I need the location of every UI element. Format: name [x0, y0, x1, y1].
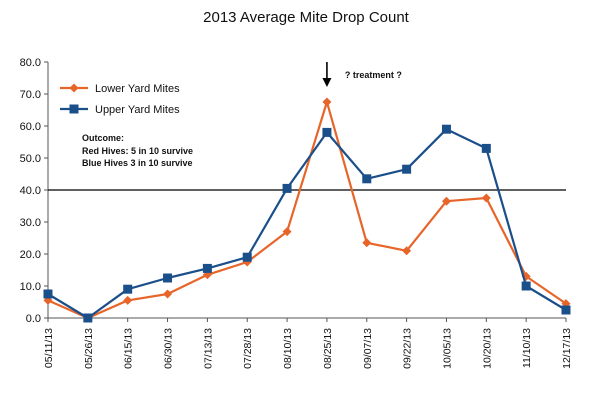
upper-yard-mites-point — [322, 127, 332, 137]
x-tick-label: 10/05/13 — [441, 328, 453, 369]
x-tick-label: 09/07/13 — [362, 328, 374, 369]
upper-yard-mites-point — [123, 284, 133, 294]
lower-yard-mites-point — [362, 238, 372, 248]
series-group — [43, 97, 571, 323]
x-tick-label: 07/28/13 — [242, 328, 254, 369]
y-tick-label: 80.0 — [20, 57, 41, 69]
treatment-annotation: ? treatment ? — [345, 70, 402, 80]
upper-yard-mites-point — [481, 143, 491, 153]
y-tick-label: 60.0 — [20, 121, 41, 133]
upper-yard-mites-point — [561, 305, 571, 315]
legend-lower-yard-mites-marker — [69, 83, 79, 93]
legend: Lower Yard Mites Upper Yard Mites — [60, 83, 180, 116]
upper-yard-mites-point — [163, 273, 173, 283]
lower-yard-mites-point — [481, 193, 491, 203]
y-tick-label: 20.0 — [20, 249, 41, 261]
lower-yard-mites-line — [47, 100, 567, 320]
y-tick-label: 10.0 — [20, 281, 41, 293]
upper-yard-mites-point — [402, 164, 412, 174]
x-tick-label: 09/22/13 — [402, 328, 414, 369]
treatment-arrow-head — [322, 78, 332, 87]
x-tick-label: 05/11/13 — [43, 328, 55, 368]
x-tick-label: 05/26/13 — [83, 328, 95, 369]
legend-upper-yard-mites-label: Upper Yard Mites — [95, 104, 180, 116]
upper-yard-mites-point — [242, 252, 252, 262]
upper-yard-mites-point — [362, 174, 372, 184]
chart-title: 2013 Average Mite Drop Count — [203, 9, 410, 26]
lower-yard-mites-point — [163, 289, 173, 299]
outcome-line: Red Hives: 5 in 10 survive — [82, 146, 193, 156]
upper-yard-mites-point — [43, 289, 53, 299]
lower-yard-mites-point — [441, 196, 451, 206]
legend-lower-yard-mites-label: Lower Yard Mites — [95, 83, 180, 95]
legend-upper-yard-mites-marker — [69, 104, 79, 114]
upper-yard-mites-point — [202, 263, 212, 273]
upper-yard-mites-point — [83, 313, 93, 323]
x-tick-label: 06/15/13 — [123, 328, 135, 369]
x-tick-label: 10/20/13 — [481, 328, 493, 369]
y-tick-label: 30.0 — [20, 217, 41, 229]
lower-yard-mites-point — [123, 295, 133, 305]
y-tick-label: 70.0 — [20, 89, 41, 101]
upper-yard-mites-point — [441, 124, 451, 134]
outcome-title: Outcome: — [82, 133, 124, 143]
y-tick-label: 40.0 — [20, 185, 41, 197]
lower-yard-mites-point — [282, 227, 292, 237]
y-tick-label: 0.0 — [26, 313, 41, 325]
upper-yard-mites-point — [282, 183, 292, 193]
lower-yard-mites-point — [322, 97, 332, 107]
upper-yard-mites-line — [47, 128, 567, 320]
x-tick-label: 12/17/13 — [561, 328, 573, 369]
outcome-line: Blue Hives 3 in 10 survive — [82, 158, 193, 168]
x-tick-label: 07/13/13 — [202, 328, 214, 369]
x-tick-label: 06/30/13 — [163, 328, 175, 369]
upper-yard-mites-point — [521, 281, 531, 291]
y-tick-label: 50.0 — [20, 153, 41, 165]
x-tick-label: 08/25/13 — [322, 328, 334, 369]
x-tick-label: 08/10/13 — [282, 328, 294, 369]
lower-yard-mites-point — [402, 246, 412, 256]
annotations: ? treatment ? Outcome: Red Hives: 5 in 10 … — [82, 62, 402, 168]
axes: 0.0 10.0 20.0 30.0 40.0 50.0 60.0 70.0 80.0 05/11… — [20, 57, 573, 369]
x-tick-label: 11/10/13 — [521, 328, 533, 368]
